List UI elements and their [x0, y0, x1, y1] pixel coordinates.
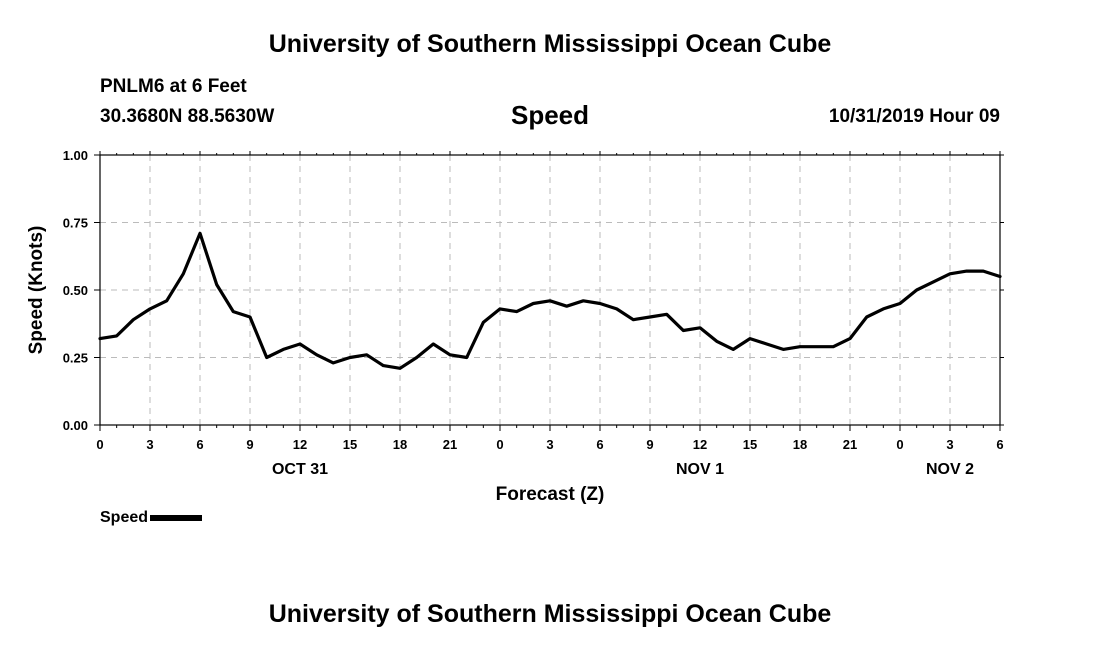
series-layer	[98, 231, 1002, 370]
x-axis-title: Forecast (Z)	[496, 484, 605, 505]
x-tick-label: 0	[896, 437, 903, 452]
x-tick-label: 9	[246, 437, 253, 452]
x-tick-label: 9	[646, 437, 653, 452]
x-tick-label: 6	[196, 437, 203, 452]
legend-swatch	[150, 515, 203, 521]
y-axis-title: Speed (Knots)	[26, 226, 47, 355]
footer-title: University of Southern Mississippi Ocean…	[268, 600, 832, 628]
legend-label: Speed	[100, 509, 149, 526]
legend: Speed	[100, 509, 203, 529]
day-label: NOV 1	[676, 461, 724, 478]
forecast-timestamp: 10/31/2019 Hour 09	[828, 106, 1000, 127]
chart-title: Speed	[510, 100, 590, 130]
header-title: University of Southern Mississippi Ocean…	[268, 30, 832, 58]
y-tick-label: 0.75	[63, 216, 88, 231]
x-tick-label: 12	[693, 437, 707, 452]
x-tick-label: 21	[843, 437, 857, 452]
x-tick-label: 21	[443, 437, 457, 452]
x-tick-label: 6	[996, 437, 1003, 452]
y-tick-label: 0.00	[63, 418, 88, 433]
station-coordinates: 30.3680N 88.5630W	[100, 106, 275, 127]
y-tick-label: 1.00	[63, 148, 88, 163]
day-label: OCT 31	[272, 461, 328, 478]
station-name: PNLM6 at 6 Feet	[100, 76, 247, 97]
y-tick-label: 0.50	[63, 283, 88, 298]
x-tick-label: 15	[743, 437, 757, 452]
x-tick-label: 18	[793, 437, 807, 452]
grid	[100, 155, 1000, 425]
x-tick-label: 15	[343, 437, 357, 452]
x-tick-label: 0	[96, 437, 103, 452]
x-tick-label: 3	[546, 437, 553, 452]
x-tick-label: 12	[293, 437, 307, 452]
series-line-speed	[98, 231, 1002, 370]
axis-ticks: 0 3 6 9 12 15 18 21 0 3 6 9 12 15 18 21 0 3 6 0.00 0.25 0.50 0…	[63, 148, 1004, 478]
x-tick-label: 18	[393, 437, 407, 452]
y-tick-label: 0.25	[63, 351, 88, 366]
x-tick-label: 3	[146, 437, 153, 452]
x-tick-label: 6	[596, 437, 603, 452]
x-tick-label: 3	[946, 437, 953, 452]
x-tick-label: 0	[496, 437, 503, 452]
day-label: NOV 2	[926, 461, 974, 478]
